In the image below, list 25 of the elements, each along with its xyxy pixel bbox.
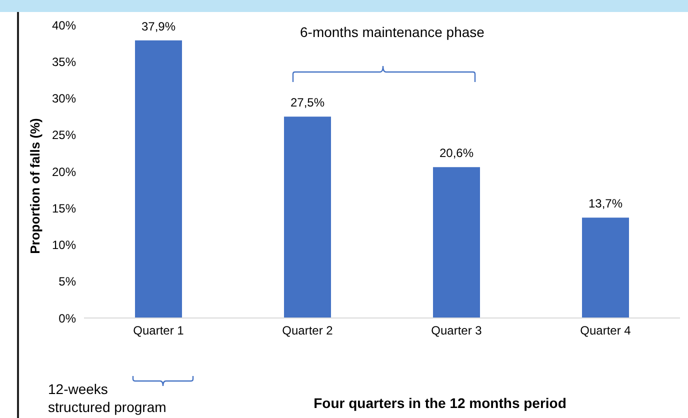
y-tick-label: 25% bbox=[52, 128, 76, 142]
text: 12-weeks structured program bbox=[48, 380, 168, 416]
x-axis-title: Four quarters in the 12 months period bbox=[314, 395, 566, 411]
x-tick-label: Quarter 2 bbox=[282, 324, 334, 338]
y-axis-title: Proportion of falls (%) bbox=[28, 118, 42, 254]
bar bbox=[433, 167, 480, 318]
y-tick-label: 5% bbox=[58, 274, 76, 289]
y-tick-label: 20% bbox=[52, 164, 76, 179]
x-tick-label: Quarter 4 bbox=[580, 324, 632, 338]
annotation: 6-months maintenance phase bbox=[300, 24, 484, 40]
y-tick-label: 15% bbox=[52, 201, 76, 216]
y-tick-label: 30% bbox=[52, 92, 76, 106]
y-tick-label: 40% bbox=[52, 18, 76, 32]
bar bbox=[582, 218, 629, 318]
y-tick-label: 35% bbox=[52, 54, 76, 69]
y-tick-label: 0% bbox=[58, 311, 76, 326]
data-label: 37,9% bbox=[141, 19, 176, 34]
data-label: 20,6% bbox=[439, 146, 474, 160]
bar bbox=[135, 40, 182, 318]
data-label: 13,7% bbox=[588, 196, 623, 211]
bar bbox=[284, 116, 331, 318]
y-tick-label: 10% bbox=[52, 238, 76, 252]
data-label: 27,5% bbox=[290, 96, 325, 110]
x-tick-label: Quarter 3 bbox=[431, 324, 482, 338]
x-tick-label: Quarter 1 bbox=[133, 324, 184, 338]
